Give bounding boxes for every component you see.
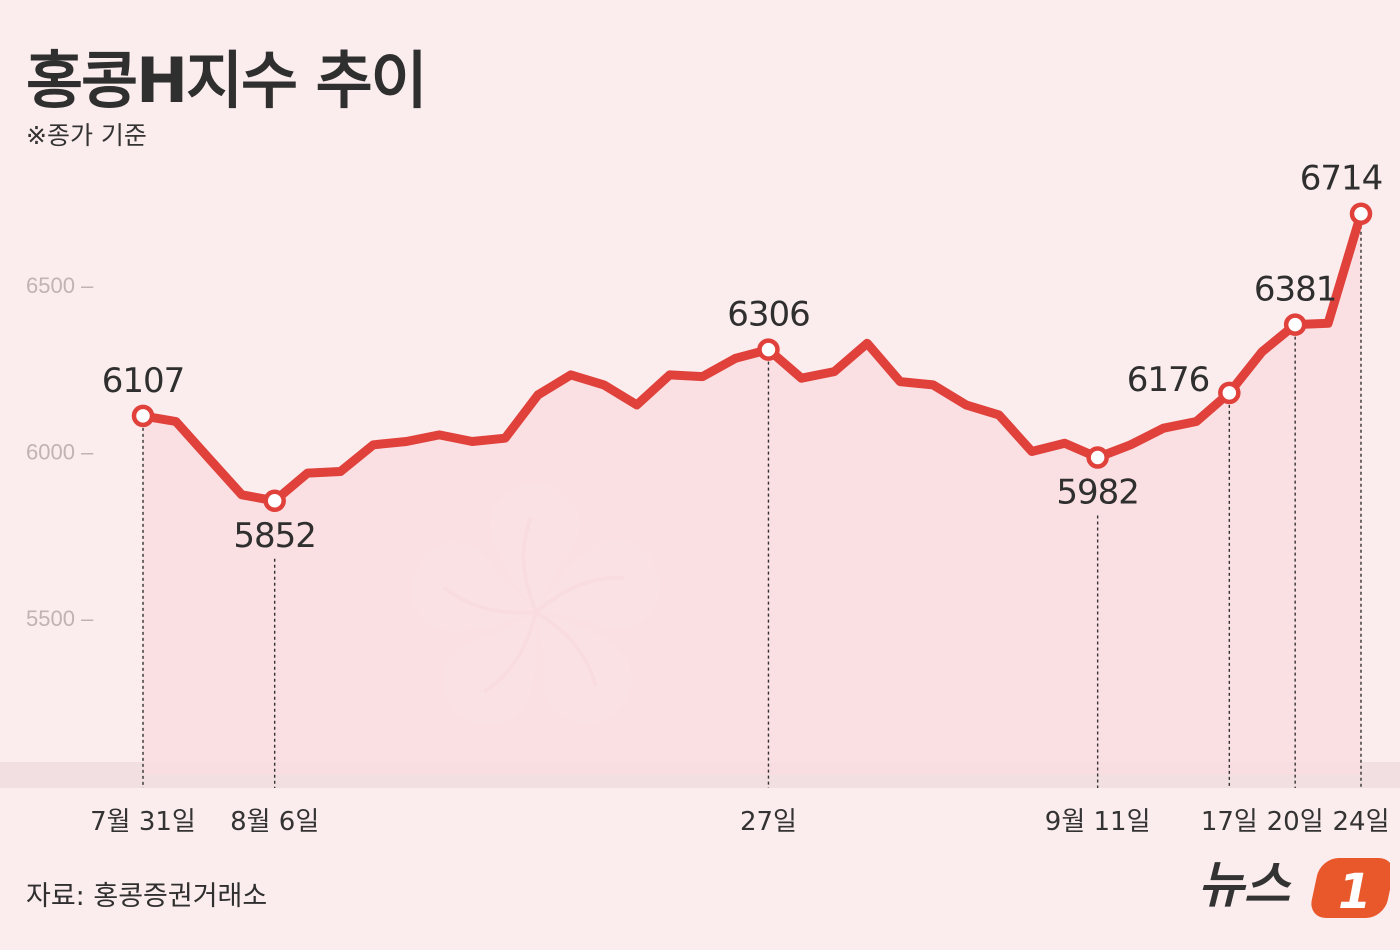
x-tick-label: 20일	[1267, 807, 1324, 837]
y-tick-label: 6500 –	[26, 273, 94, 298]
chart-title: 홍콩H지수 추이	[26, 44, 428, 117]
y-tick-label: 5500 –	[26, 606, 94, 631]
chart-subtitle: ※종가 기준	[26, 121, 147, 150]
data-label: 5982	[1056, 472, 1139, 512]
data-point-marker	[1283, 313, 1307, 336]
data-point-marker	[1086, 446, 1109, 469]
data-label: 5852	[233, 516, 316, 556]
data-point-marker	[263, 489, 286, 513]
data-point-marker	[757, 338, 780, 361]
y-tick-label: 6000 –	[26, 440, 94, 465]
logo-badge: 1	[1311, 858, 1390, 920]
x-tick-label: 7월 31일	[90, 807, 196, 837]
area-fill	[143, 213, 1361, 775]
data-label: 6107	[102, 361, 185, 401]
x-tick-label: 8월 6일	[230, 807, 319, 837]
x-tick-label: 9월 11일	[1045, 807, 1151, 837]
x-tick-label: 24일	[1332, 807, 1389, 837]
data-point-marker	[1218, 381, 1241, 405]
guide-lines	[142, 213, 1362, 788]
data-label: 6306	[727, 295, 810, 335]
data-point-marker	[131, 404, 155, 428]
x-tick-label: 27일	[740, 807, 797, 837]
y-axis: 5500 – 6000 – 6500 –	[26, 273, 94, 631]
markers	[131, 202, 1373, 513]
data-point-marker	[1349, 202, 1373, 225]
x-tick-label: 17일	[1201, 807, 1258, 837]
x-axis: 7월 31일 8월 6일 27일 9월 11일 17일 20일 24일	[90, 807, 1389, 837]
svg-text:뉴스: 뉴스	[1198, 856, 1292, 914]
data-labels: 6107 5852 6306 5982 6176 6381 6714	[102, 159, 1384, 556]
series-line	[138, 209, 1366, 506]
data-label: 6381	[1254, 270, 1337, 310]
svg-text:1: 1	[1338, 864, 1371, 920]
source-note: 자료: 홍콩증권거래소	[26, 881, 268, 912]
data-label: 6176	[1127, 360, 1210, 400]
data-label: 6714	[1300, 159, 1383, 199]
news1-logo: 뉴스 1	[1198, 856, 1390, 920]
